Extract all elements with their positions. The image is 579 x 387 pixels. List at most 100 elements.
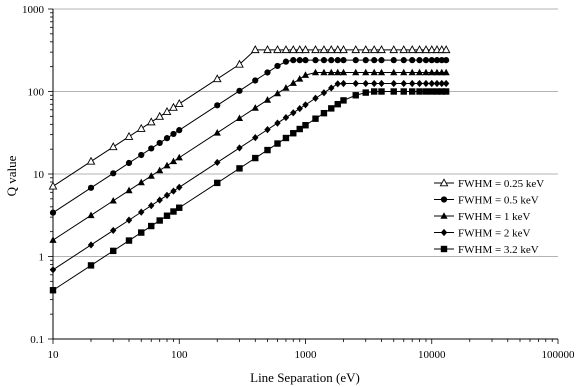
data-point [352,92,359,99]
data-point [274,119,281,127]
data-point [176,183,183,191]
data-point [352,57,359,64]
grid-lines [53,8,558,257]
data-point [296,75,304,82]
data-point [422,88,430,95]
data-point [339,68,348,76]
data-point [422,79,430,88]
data-point [136,123,146,132]
data-point [296,57,303,64]
data-point [312,57,319,64]
data-point [263,96,272,103]
data-point [146,117,156,126]
data-point [169,102,178,111]
data-point [377,68,386,76]
data-point [390,88,397,95]
data-point [428,57,435,64]
data-point [282,58,290,65]
data-point [422,57,430,64]
data-point [334,68,342,76]
data-point [438,79,445,88]
data-point [433,68,441,76]
data-point [263,45,272,54]
data-point [319,45,329,54]
data-point [416,57,423,64]
data-point [390,68,398,76]
data-point [389,45,399,54]
data-point [334,80,341,88]
data-point [282,113,290,122]
data-point [302,122,309,129]
legend-entry: FWHM = 1 keV [434,211,531,223]
data-point [170,130,177,138]
data-point [264,146,271,154]
data-point [48,181,58,190]
data-point [428,88,435,95]
data-point [273,89,282,97]
data-point [156,217,163,224]
legend-label: FWHM = 0.25 keV [458,178,544,190]
data-point [250,45,260,54]
legend-label: FWHM = 0.5 keV [458,195,539,207]
data-point [416,79,423,88]
data-point [125,186,133,194]
data-point [302,101,309,109]
series-line [52,49,447,187]
data-point [86,156,96,165]
data-point [390,57,397,64]
data-point [362,57,369,64]
data-point [288,45,298,54]
data-point [156,196,163,204]
data-point [377,45,386,54]
data-point [312,115,319,122]
data-point [137,178,145,186]
data-point [174,99,184,108]
data-point [352,79,359,88]
data-point [169,157,178,165]
series-line [52,91,447,291]
data-point [170,187,177,195]
data-point [327,68,335,76]
data-point [138,229,145,236]
data-point [295,45,305,54]
data-point [370,68,378,76]
x-tick-label: 1000 [295,349,318,361]
data-point [176,204,183,211]
data-point [49,236,57,243]
data-point [378,57,385,64]
data-point [328,84,335,92]
data-point [175,153,183,161]
data-point [236,165,243,172]
data-point [320,57,328,64]
data-point [370,79,378,88]
data-point [442,79,450,88]
data-point [399,45,409,54]
data-point [351,45,361,54]
data-point [282,134,290,142]
data-point [264,126,271,134]
data-point [352,68,360,76]
data-point [415,45,424,54]
data-point [87,184,95,191]
data-point [302,57,309,64]
data-point [361,45,371,54]
data-point [49,209,57,216]
series-4 [49,79,450,274]
data-point [334,100,341,108]
data-point [108,142,118,151]
data-point [400,79,407,88]
data-point [273,45,282,54]
data-point [163,212,171,219]
data-point [390,79,397,88]
data-point [163,161,171,169]
data-point [442,68,450,76]
legend-entry: FWHM = 3.2 keV [434,244,539,256]
data-point [252,154,259,162]
data-point [400,68,408,76]
data-point [443,57,450,64]
data-point [320,109,328,117]
data-point [320,68,328,76]
data-point [378,88,385,95]
data-point [415,68,424,76]
